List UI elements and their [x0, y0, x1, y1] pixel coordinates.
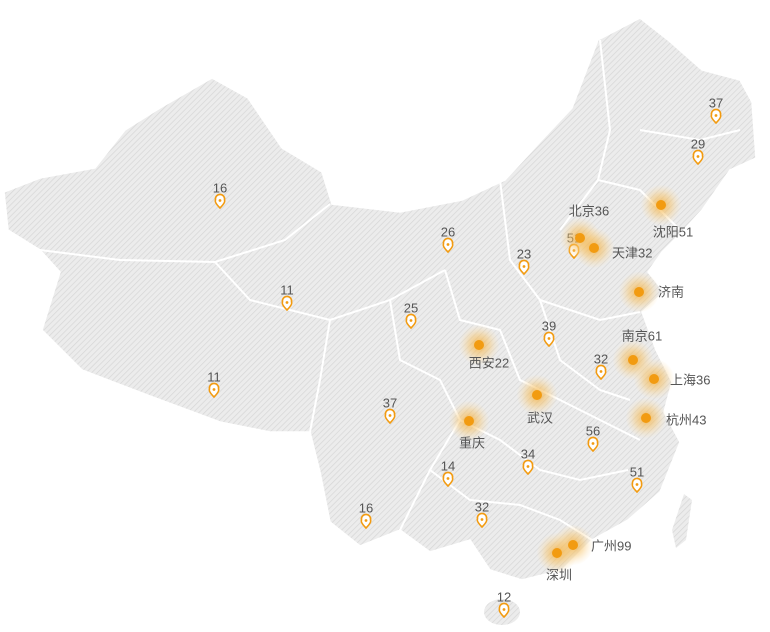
city-label: 深圳	[546, 567, 572, 582]
city-dot	[575, 233, 585, 243]
map-land	[3, 17, 757, 625]
pin: 23	[517, 246, 531, 276]
pin-value: 14	[441, 458, 455, 473]
city-label: 西安22	[469, 355, 509, 370]
pin: 25	[404, 300, 418, 330]
city-label: 济南	[658, 284, 684, 299]
pin-dot	[409, 319, 413, 322]
pin-value: 32	[475, 499, 489, 514]
pin: 51	[630, 464, 644, 494]
city-label: 武汉	[527, 410, 553, 425]
pin-dot	[547, 337, 551, 340]
city-label: 北京36	[569, 203, 609, 218]
pin-value: 16	[359, 500, 373, 515]
city-label: 天津32	[612, 245, 652, 260]
pin-value: 23	[517, 246, 531, 261]
pin: 16	[213, 180, 227, 210]
city-dot	[568, 540, 578, 550]
pin-value: 39	[542, 318, 556, 333]
pin-dot	[635, 483, 639, 486]
pin-dot	[446, 243, 450, 246]
city-label: 南京61	[622, 328, 662, 343]
pin-value: 37	[383, 395, 397, 410]
pin-dot	[388, 414, 392, 417]
pin-value: 12	[497, 589, 511, 604]
pin: 37	[383, 395, 397, 425]
pin-dot	[480, 518, 484, 521]
city-dot	[628, 355, 638, 365]
pin-value: 11	[207, 369, 221, 384]
pin: 32	[475, 499, 489, 529]
pin-value: 51	[630, 464, 644, 479]
pin: 11	[280, 282, 294, 312]
pin: 26	[441, 224, 455, 254]
city-dot	[589, 243, 599, 253]
city-dot	[641, 413, 651, 423]
city-dot	[656, 200, 666, 210]
city-dot	[532, 390, 542, 400]
city-label: 上海36	[670, 372, 710, 387]
pin-dot	[522, 265, 526, 268]
pin-dot	[212, 388, 216, 391]
city-label: 广州99	[591, 538, 631, 553]
pin-dot	[446, 477, 450, 480]
taiwan	[672, 494, 692, 548]
city-label: 沈阳51	[653, 224, 693, 239]
pin: 16	[359, 500, 373, 530]
pin: 29	[691, 136, 705, 166]
pin-value: 11	[280, 282, 294, 297]
pin-dot	[502, 608, 506, 611]
pin: 37	[709, 95, 723, 125]
city-label: 杭州43	[666, 412, 706, 427]
pin-dot	[696, 155, 700, 158]
pin-value: 34	[521, 446, 535, 461]
pin-dot	[591, 442, 595, 445]
pin-layer: 37291626512311253932113756341451163212	[207, 95, 723, 619]
pin-value: 29	[691, 136, 705, 151]
pin: 14	[441, 458, 455, 488]
pin: 32	[594, 351, 608, 381]
city-dot	[464, 416, 474, 426]
pin: 56	[586, 423, 600, 453]
pin-dot	[714, 114, 718, 117]
pin-dot	[218, 199, 222, 202]
city-dot	[474, 340, 484, 350]
city-label: 重庆	[459, 435, 485, 450]
pin-dot	[285, 301, 289, 304]
pin: 12	[497, 589, 511, 619]
pin-value: 56	[586, 423, 600, 438]
pin-value: 25	[404, 300, 418, 315]
pin: 39	[542, 318, 556, 348]
pin: 34	[521, 446, 535, 476]
city-dot	[552, 548, 562, 558]
pin-dot	[526, 465, 530, 468]
pin-dot	[364, 519, 368, 522]
city-dot	[634, 287, 644, 297]
pin-value: 26	[441, 224, 455, 239]
pin-value: 32	[594, 351, 608, 366]
pin-dot	[599, 370, 603, 373]
city-dot	[649, 374, 659, 384]
pin-value: 37	[709, 95, 723, 110]
pin-value: 16	[213, 180, 227, 195]
pin: 11	[207, 369, 221, 399]
